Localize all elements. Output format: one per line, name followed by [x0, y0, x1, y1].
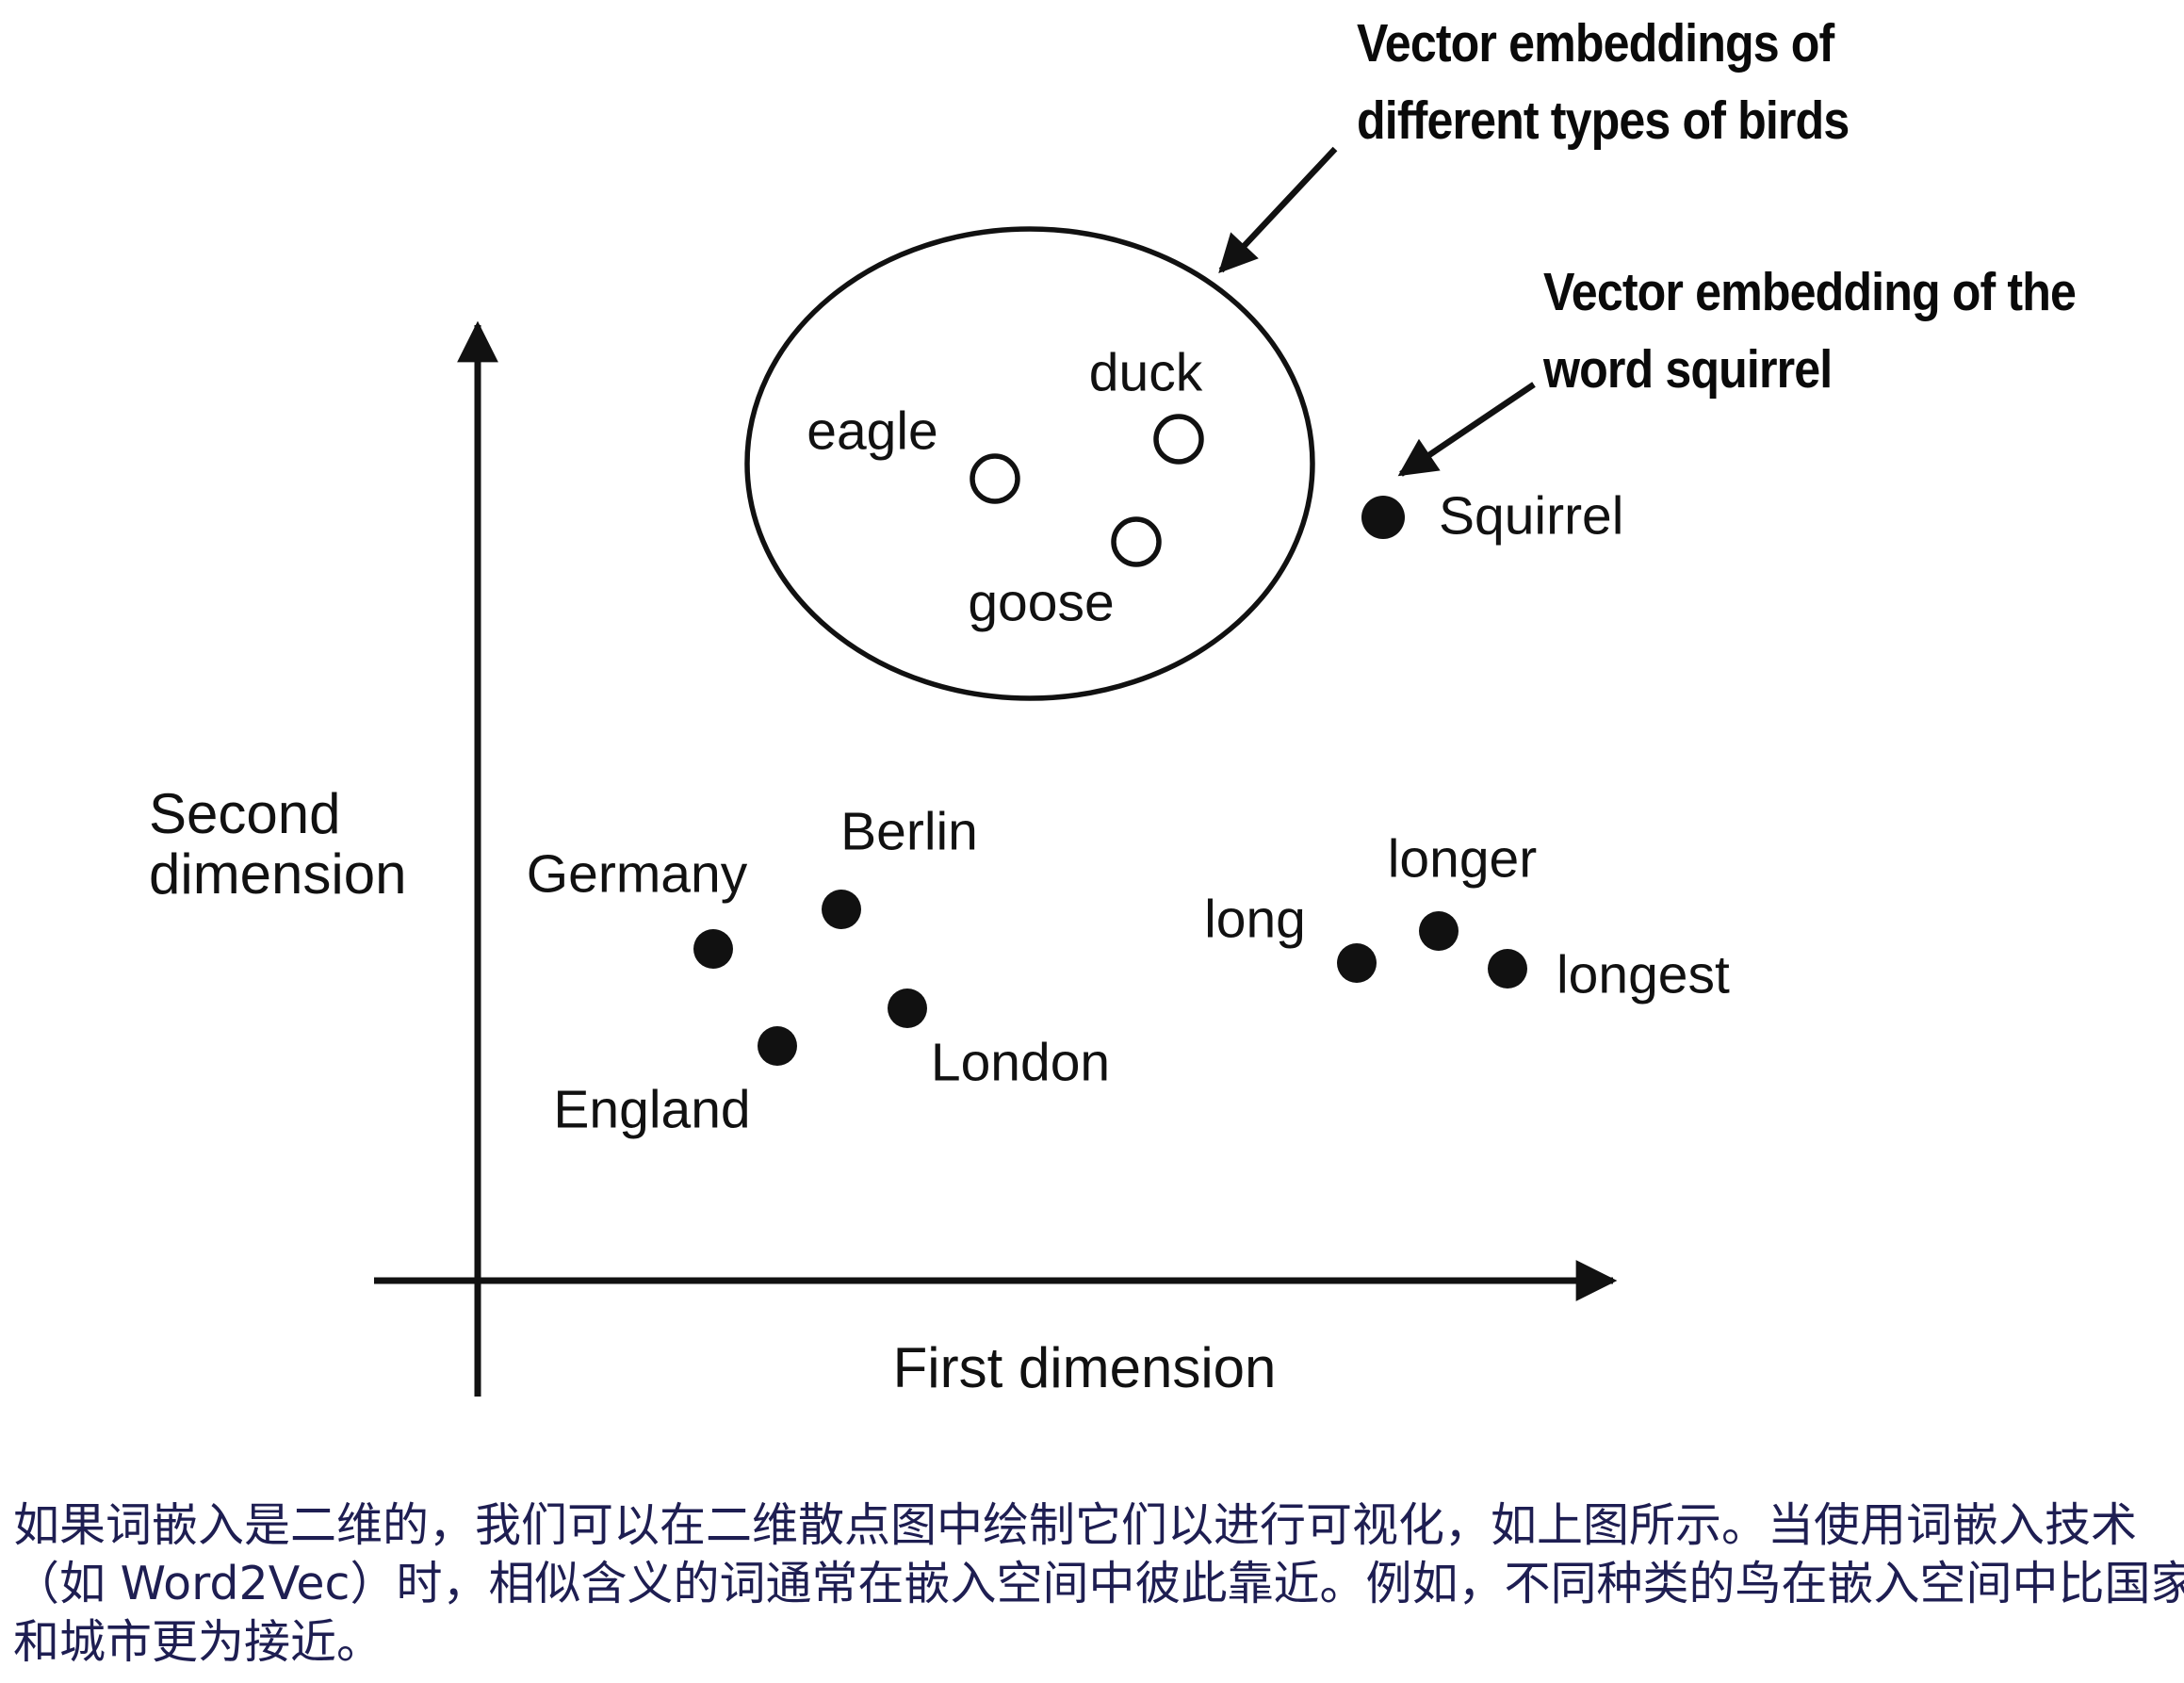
- point-eagle: [970, 453, 1020, 504]
- squirrel-annotation-line2: word squirrel: [1543, 339, 1833, 400]
- y-axis-label: Second dimension: [149, 784, 407, 905]
- point-germany: [693, 929, 733, 969]
- caption-paragraph: 如果词嵌入是二维的，我们可以在二维散点图中绘制它们以进行可视化，如上图所示。当使…: [13, 1496, 2184, 1672]
- point-england: [758, 1026, 797, 1066]
- point-long: [1337, 943, 1377, 983]
- y-axis-label-line1: Second: [149, 782, 341, 845]
- label-longest: longest: [1557, 944, 1730, 1005]
- label-goose: goose: [968, 572, 1115, 633]
- birds-annotation-line2: different types of birds: [1357, 90, 1850, 151]
- point-longer: [1419, 911, 1459, 951]
- label-longer: longer: [1387, 828, 1538, 890]
- label-england: England: [553, 1079, 751, 1140]
- label-squirrel: Squirrel: [1439, 485, 1624, 547]
- caption-line3: 和城市更为接近。: [13, 1615, 383, 1669]
- embedding-diagram: [374, 146, 1618, 1397]
- point-berlin: [822, 890, 861, 929]
- label-berlin: Berlin: [840, 801, 978, 862]
- birds-annotation-arrow-icon: [1218, 146, 1338, 273]
- point-london: [888, 989, 927, 1028]
- label-duck: duck: [1088, 342, 1203, 403]
- label-germany: Germany: [526, 843, 748, 905]
- birds-annotation-line1: Vector embeddings of: [1357, 13, 1834, 74]
- point-squirrel: [1361, 496, 1405, 539]
- birds-annotation: Vector embeddings of different types of …: [1357, 5, 1850, 159]
- label-long: long: [1204, 889, 1306, 950]
- caption-line2: （如 Word2Vec）时，相似含义的词通常在嵌入空间中彼此靠近。例如，不同种类…: [13, 1557, 2184, 1610]
- x-axis-label: First dimension: [892, 1336, 1277, 1399]
- point-duck: [1153, 414, 1204, 465]
- label-eagle: eagle: [807, 400, 938, 462]
- birds-cluster-ellipse: [744, 226, 1315, 701]
- point-goose: [1111, 516, 1162, 567]
- y-axis-label-line2: dimension: [149, 842, 407, 906]
- squirrel-annotation-arrow-icon: [1397, 382, 1536, 477]
- label-london: London: [930, 1032, 1111, 1093]
- squirrel-annotation: Vector embedding of the word squirrel: [1543, 253, 2077, 408]
- squirrel-annotation-line1: Vector embedding of the: [1543, 262, 2077, 322]
- caption-line1: 如果词嵌入是二维的，我们可以在二维散点图中绘制它们以进行可视化，如上图所示。当使…: [13, 1498, 2138, 1552]
- point-longest: [1488, 949, 1527, 989]
